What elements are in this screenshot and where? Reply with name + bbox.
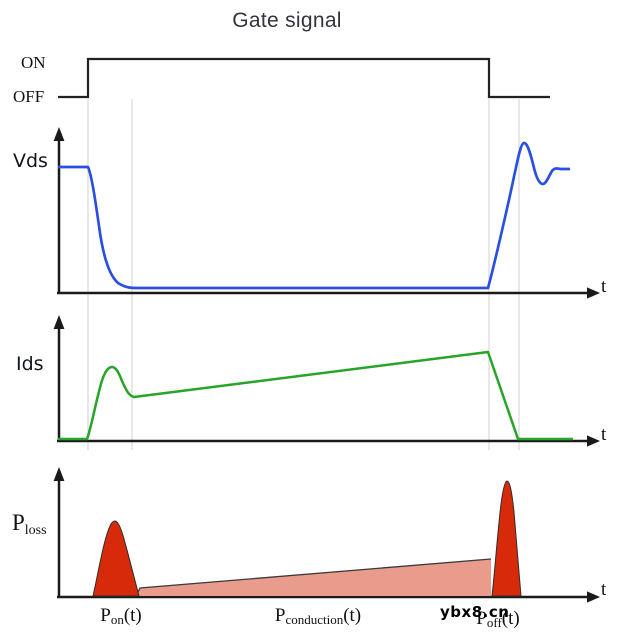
turn-on-loss-annotation: Pon(t) [85, 605, 157, 628]
pon-subscript: on [110, 612, 124, 627]
vds-y-axis-arrow-icon [53, 127, 65, 141]
vds-curve [58, 141, 570, 290]
poff-suffix: (t) [501, 608, 520, 629]
figure-title: Gate signal [232, 9, 342, 32]
ploss-y-axis-arrow-icon [53, 467, 65, 481]
ids-y-axis-arrow-icon [53, 315, 65, 329]
ploss-label-subscript: loss [24, 523, 47, 538]
pon-base: P [100, 605, 111, 626]
gate-off-label: OFF [13, 87, 45, 106]
gate-on-label: ON [21, 53, 46, 72]
ploss-turn-off-spike [491, 480, 522, 597]
pconduction-suffix: (t) [343, 605, 362, 626]
ids-axis-label: Ids [16, 353, 44, 375]
poff-base: P [476, 608, 487, 629]
ids-x-axis-arrow-icon [587, 435, 600, 447]
pconduction-subscript: conduction [285, 612, 344, 627]
pon-suffix: (t) [123, 605, 142, 626]
ploss-conduction-region [136, 559, 491, 596]
ploss-label-base: P [12, 510, 25, 535]
vds-axis-label: Vds [13, 150, 48, 172]
ploss-turn-on-spike [92, 520, 140, 597]
vds-time-axis-label: t [601, 276, 607, 297]
gate-signal-waveform [58, 57, 550, 99]
ploss-axis-label: Ploss [12, 510, 47, 539]
pconduction-base: P [274, 605, 286, 626]
ploss-x-axis-arrow-icon [587, 591, 600, 603]
turn-off-loss-annotation: Poff(t) [462, 608, 534, 631]
ploss-time-axis-label: t [601, 579, 607, 600]
vds-x-axis-arrow-icon [587, 287, 600, 299]
ids-curve [58, 350, 573, 441]
conduction-loss-annotation: Pconduction(t) [245, 605, 391, 628]
watermark-text: ybx8.cn [440, 603, 510, 621]
poff-subscript: off [486, 615, 502, 630]
ids-time-axis-label: t [601, 424, 607, 445]
